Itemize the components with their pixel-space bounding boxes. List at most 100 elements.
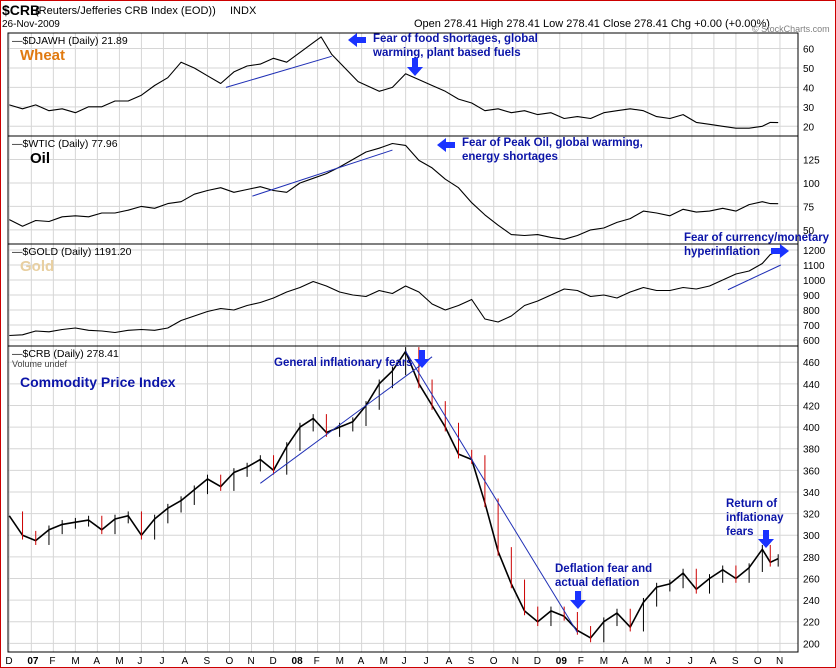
big-label-gold: Gold — [20, 258, 54, 275]
annotation-crb-deflation: Deflation fear and — [555, 563, 652, 575]
trend-line-oil — [252, 149, 393, 197]
y-tick-label-crb: 360 — [803, 466, 820, 477]
x-tick-label: A — [446, 656, 453, 667]
big-label-crb: Commodity Price Index — [20, 374, 176, 390]
y-tick-label-oil: 100 — [803, 179, 820, 190]
annotation-oil: energy shortages — [462, 151, 558, 163]
arrow-left-icon — [437, 138, 455, 152]
annotation-oil: Fear of Peak Oil, global warming, — [462, 137, 643, 149]
x-tick-label: D — [534, 656, 541, 667]
legend-gold: —$GOLD (Daily) 1191.20 — [12, 246, 132, 258]
big-label-wheat: Wheat — [20, 47, 65, 64]
y-tick-label-oil: 125 — [803, 155, 820, 166]
legend-sub-crb: Volume undef — [12, 359, 68, 369]
x-tick-label: S — [468, 656, 475, 667]
y-tick-label-crb: 440 — [803, 380, 820, 391]
x-tick-label: J — [137, 656, 142, 667]
x-tick-label: J — [424, 656, 429, 667]
panel-frame-oil — [7, 135, 799, 245]
y-tick-label-gold: 1200 — [803, 246, 826, 257]
x-tick-label: O — [490, 656, 498, 667]
y-tick-label-wheat: 50 — [803, 64, 815, 75]
y-tick-label-crb: 200 — [803, 639, 820, 650]
y-tick-label-wheat: 40 — [803, 83, 815, 94]
x-tick-label: M — [336, 656, 344, 667]
annotation-gold: Fear of currency/monetary — [684, 232, 830, 244]
annotation-crb-return: inflationay — [726, 512, 784, 524]
quote-line: Open 278.41 High 278.41 Low 278.41 Close… — [414, 18, 770, 30]
x-tick-label: N — [248, 656, 255, 667]
y-tick-label-gold: 600 — [803, 336, 820, 347]
symbol-title: $CRB — [2, 2, 41, 18]
x-tick-label: M — [115, 656, 123, 667]
trend-line-gold — [727, 264, 782, 291]
y-tick-label-wheat: 20 — [803, 122, 815, 133]
arrow-down-icon — [758, 530, 774, 548]
big-label-oil: Oil — [30, 150, 50, 167]
arrow-down-icon — [407, 58, 423, 76]
watermark: © StockCharts.com — [752, 24, 830, 34]
x-tick-label: 09 — [556, 656, 568, 667]
annotation-crb-return: Return of — [726, 498, 777, 510]
x-tick-label: D — [5, 656, 12, 667]
y-tick-label-gold: 1100 — [803, 261, 825, 272]
y-tick-label-crb: 380 — [803, 445, 820, 456]
arrow-down-icon — [414, 350, 430, 368]
y-tick-label-crb: 280 — [803, 553, 820, 564]
annotation-wheat: warming, plant based fuels — [372, 47, 521, 59]
y-tick-label-crb: 340 — [803, 488, 820, 499]
chart-date: 26-Nov-2009 — [2, 19, 60, 30]
x-tick-label: J — [402, 656, 407, 667]
x-tick-label: O — [225, 656, 233, 667]
y-tick-label-crb: 460 — [803, 358, 820, 369]
series-line-oil — [9, 142, 779, 240]
y-tick-label-crb: 220 — [803, 618, 820, 629]
annotation-gold: hyperinflation — [684, 246, 760, 258]
x-tick-label: F — [314, 656, 320, 667]
series-line-crb — [8, 350, 779, 639]
x-tick-label: J — [159, 656, 164, 667]
symbol-description: (Reuters/Jefferies CRB Index (EOD)) — [35, 5, 216, 17]
y-tick-label-gold: 700 — [803, 321, 820, 332]
x-tick-label: M — [644, 656, 652, 667]
x-tick-label: 07 — [27, 656, 39, 667]
trend-line-wheat — [225, 55, 332, 88]
x-tick-label: A — [181, 656, 188, 667]
series-line-wheat — [9, 36, 779, 129]
x-tick-label: J — [688, 656, 693, 667]
x-tick-label: F — [49, 656, 55, 667]
y-tick-label-oil: 75 — [803, 202, 815, 213]
x-tick-label: A — [93, 656, 100, 667]
x-tick-label: D — [270, 656, 277, 667]
y-tick-label-wheat: 30 — [803, 103, 815, 114]
x-tick-label: J — [666, 656, 671, 667]
annotation-wheat: Fear of food shortages, global — [373, 33, 538, 45]
annotation-crb-return: fears — [726, 526, 754, 538]
series-line-gold — [9, 250, 779, 337]
y-tick-label-oil: 50 — [803, 226, 815, 237]
arrow-down-icon — [570, 591, 586, 609]
exchange-label: INDX — [230, 5, 257, 17]
legend-oil: —$WTIC (Daily) 77.96 — [12, 138, 118, 150]
annotation-crb-inflation: General inflationary fears — [274, 357, 413, 369]
y-tick-label-gold: 800 — [803, 306, 820, 317]
y-tick-label-gold: 1000 — [803, 276, 826, 287]
x-tick-label: F — [578, 656, 584, 667]
x-tick-label: A — [622, 656, 629, 667]
x-tick-label: S — [732, 656, 739, 667]
trend-line-crb — [405, 351, 578, 633]
legend-crb: —$CRB (Daily) 278.41 — [12, 348, 119, 360]
x-tick-label: O — [754, 656, 762, 667]
y-tick-label-crb: 300 — [803, 531, 820, 542]
arrow-right-icon — [771, 244, 789, 258]
y-tick-label-crb: 260 — [803, 574, 820, 585]
x-tick-label: S — [203, 656, 210, 667]
x-tick-label: A — [710, 656, 717, 667]
y-tick-label-crb: 240 — [803, 596, 820, 607]
x-tick-label: M — [600, 656, 608, 667]
y-tick-label-crb: 400 — [803, 423, 820, 434]
annotation-crb-deflation: actual deflation — [555, 577, 639, 589]
trend-line-crb — [260, 356, 433, 484]
x-tick-label: N — [512, 656, 519, 667]
